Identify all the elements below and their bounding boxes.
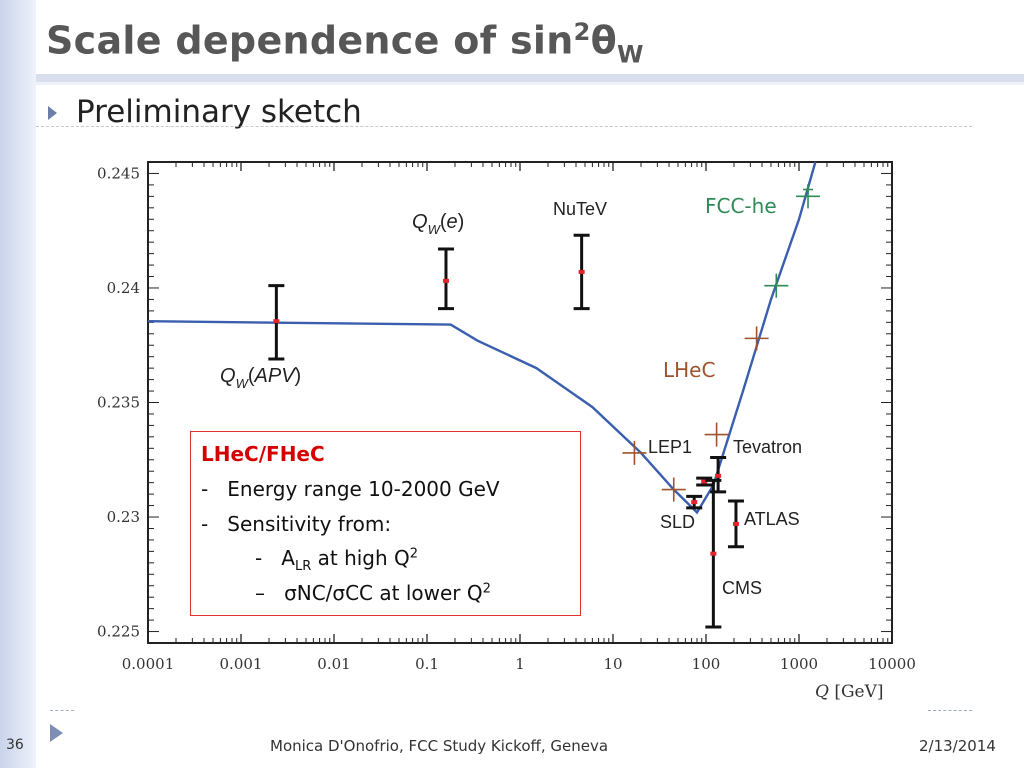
label-qw-apv: QW(APV)	[220, 365, 301, 391]
label-cms: CMS	[722, 578, 762, 598]
slide-title: Scale dependence of sin2θW	[46, 18, 644, 68]
measurement-qwe	[437, 247, 454, 311]
measurement-nutev	[573, 233, 590, 311]
central-value	[732, 521, 739, 526]
measurement-lep1	[696, 476, 713, 487]
x-tick-label: 0.001	[220, 655, 263, 673]
lhec-point	[744, 326, 769, 351]
textbox-sub-2-dash: –	[255, 581, 265, 605]
label-fcche: FCC-he	[705, 194, 777, 218]
title-main: Scale dependence of sin	[46, 18, 574, 63]
fcche-point	[764, 273, 789, 298]
title-sub: W	[617, 40, 644, 69]
central-value	[273, 319, 280, 324]
x-tick-label: 1000	[780, 655, 818, 673]
textbox-title: LHeC/FHeC	[201, 442, 325, 466]
footer-arrow-icon	[50, 724, 63, 742]
x-tick-label: 10000	[868, 655, 916, 673]
textbox-sub-2-text: σNC/σCC at lower Q	[284, 581, 483, 605]
x-tick-label: 0.0001	[122, 655, 175, 673]
label-nutev: NuTeV	[553, 199, 607, 219]
label-lhec: LHeC	[663, 358, 715, 382]
label-lep1: LEP1	[648, 437, 692, 457]
x-tick-label: 10	[603, 655, 622, 673]
textbox-line-1: - Energy range 10-2000 GeV	[201, 477, 500, 501]
textbox-sub-1: - ALR at high Q2	[255, 546, 418, 574]
measurement-sld	[686, 494, 703, 510]
y-tick-label: 0.235	[97, 394, 140, 412]
slide-number: 36	[6, 737, 24, 753]
footer-divider-left	[50, 710, 74, 711]
x-axis-label: Q [GeV]	[815, 682, 884, 702]
textbox-sub-1-dash: -	[255, 546, 263, 570]
y-tick-label: 0.245	[97, 164, 140, 182]
measurement-atlas	[727, 499, 744, 549]
footer-text: Monica D'Onofrio, FCC Study Kickoff, Gen…	[270, 737, 609, 755]
x-tick-label: 1	[515, 655, 525, 673]
textbox-sub-1-b: at high Q	[311, 546, 410, 570]
textbox-line-1-text: Energy range 10-2000 GeV	[227, 477, 500, 501]
slide-sidebar	[0, 0, 36, 768]
measurement-cms	[705, 478, 722, 629]
central-value	[701, 479, 708, 484]
label-sld: SLD	[660, 512, 695, 532]
textbox-sub-2-sup: 2	[482, 581, 491, 597]
y-tick-label: 0.225	[97, 623, 140, 641]
label-atlas: ATLAS	[744, 509, 800, 529]
central-value	[710, 551, 717, 556]
textbox-sub-1-a: A	[281, 546, 295, 570]
sin2thetaw-chart: 0.0001 0.001 0.01 0.1 1 10 100 1000 10000 0.225 0.…	[97, 161, 916, 702]
bullet-arrow-icon	[48, 106, 57, 120]
central-value	[578, 269, 585, 274]
textbox-sub-1-sup: 2	[409, 546, 419, 562]
central-value	[715, 473, 722, 478]
x-tick-label: 0.01	[317, 655, 350, 673]
footer-date: 2/13/2014	[919, 737, 996, 755]
textbox-sub-1-sub: LR	[294, 559, 312, 574]
bullet-divider	[36, 126, 972, 127]
footer-divider-right	[928, 710, 972, 711]
textbox-line-2-text: Sensitivity from:	[227, 512, 392, 536]
y-tick-label: 0.23	[107, 508, 140, 526]
y-tick-label: 0.24	[107, 279, 140, 297]
lhec-point	[622, 440, 647, 465]
textbox-line-2: - Sensitivity from:	[201, 512, 391, 536]
measurement-qwapv	[268, 284, 285, 361]
lhec-point	[661, 477, 686, 502]
title-sup: 2	[573, 18, 591, 46]
title-theta: θ	[590, 18, 618, 63]
textbox-line-2-dash: -	[201, 512, 209, 536]
central-value	[691, 500, 698, 505]
title-underline	[36, 74, 1024, 82]
bullet-text: Preliminary sketch	[76, 94, 362, 130]
x-tick-label: 0.1	[415, 655, 439, 673]
x-tick-label: 100	[692, 655, 721, 673]
label-qw-e: QW(e)	[412, 211, 464, 237]
title-underline-light	[36, 82, 1024, 85]
textbox-sub-2: – σNC/σCC at lower Q2	[255, 581, 491, 605]
lhec-point	[704, 422, 729, 447]
central-value	[442, 278, 449, 283]
textbox-line-1-dash: -	[201, 477, 209, 501]
fcche-point	[803, 184, 814, 195]
label-tevatron: Tevatron	[733, 437, 802, 457]
lhec-fhec-textbox: LHeC/FHeC - Energy range 10-2000 GeV - S…	[190, 431, 581, 616]
